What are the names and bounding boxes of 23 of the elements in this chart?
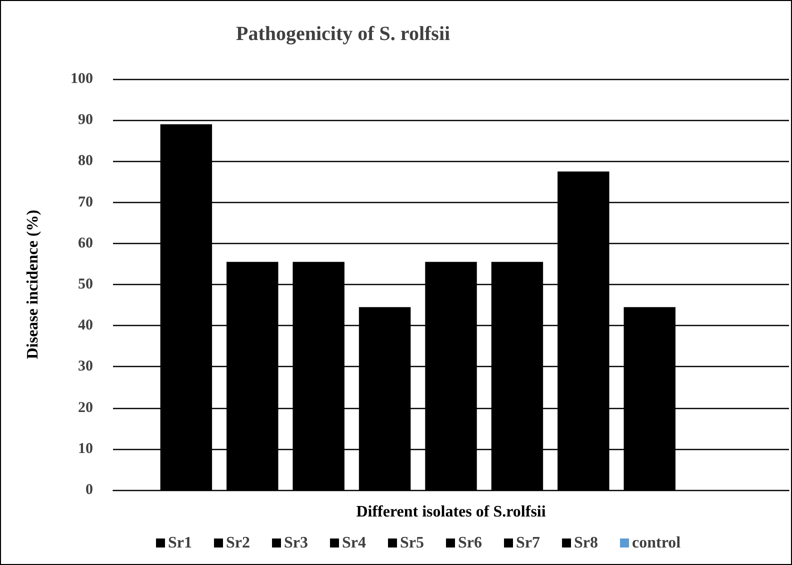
legend-label: Sr7	[516, 534, 540, 552]
chart-title: Pathogenicity of S. rolfsii	[236, 23, 451, 45]
legend-label: Sr5	[400, 534, 424, 552]
legend-label: Sr3	[284, 534, 308, 552]
y-tick-label: 100	[70, 71, 93, 87]
legend-label: Sr1	[168, 534, 192, 552]
x-axis-title: Different isolates of S.rolfsii	[356, 504, 546, 520]
legend-label: control	[632, 534, 682, 552]
y-tick-label: 50	[78, 276, 93, 292]
legend-label: Sr2	[226, 534, 250, 552]
y-tick-label: 0	[86, 482, 93, 498]
y-tick-label: 40	[78, 318, 93, 334]
legend-label: Sr6	[458, 534, 482, 552]
y-tick-label: 90	[78, 112, 93, 128]
legend-label: Sr4	[342, 534, 366, 552]
y-tick-label: 30	[78, 358, 93, 375]
y-tick-label: 80	[78, 153, 93, 170]
y-tick-label: 10	[78, 440, 93, 457]
legend-label: Sr8	[574, 534, 598, 552]
y-tick-label: 20	[78, 400, 93, 416]
y-axis-title: Disease incidence (%)	[24, 210, 42, 360]
y-tick-label: 70	[78, 194, 93, 210]
y-tick-label: 60	[78, 235, 93, 252]
